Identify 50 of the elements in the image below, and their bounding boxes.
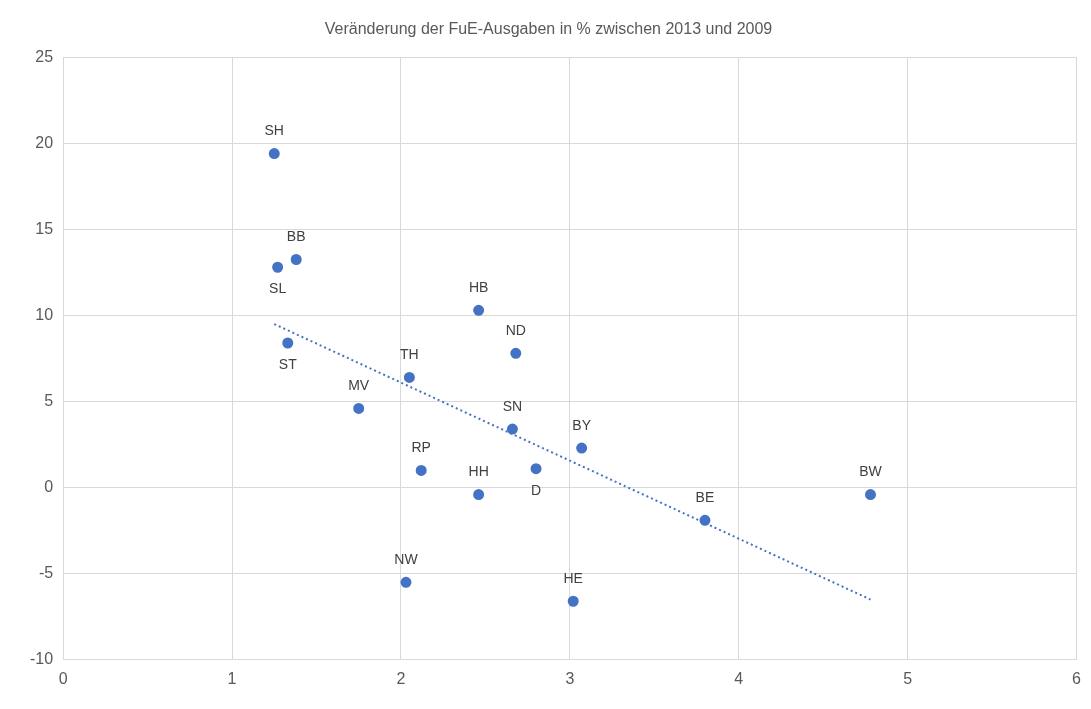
point bbox=[473, 489, 485, 501]
point bbox=[290, 254, 302, 265]
annotation: SH bbox=[264, 122, 284, 139]
annotation: HE bbox=[563, 570, 583, 587]
point bbox=[282, 337, 294, 349]
x-tick-label: 1 bbox=[227, 669, 237, 687]
y-tick-label: 15 bbox=[35, 219, 54, 237]
point bbox=[353, 402, 365, 414]
annotation: SL bbox=[269, 280, 287, 297]
x-tick-label: 5 bbox=[903, 669, 913, 687]
chart-title: Veränderung der FuE-Ausgaben in % zwischen 2013 und 2009 bbox=[324, 20, 773, 38]
point bbox=[415, 464, 427, 476]
y-tick-label: 20 bbox=[35, 133, 54, 151]
point bbox=[272, 261, 284, 273]
y-tick-label: -5 bbox=[38, 564, 54, 582]
annotation: TH bbox=[400, 346, 419, 363]
annotation: RP bbox=[411, 439, 431, 456]
annotation: D bbox=[530, 481, 542, 498]
point bbox=[268, 148, 280, 160]
x-tick-label: 0 bbox=[58, 669, 68, 687]
annotation: HB bbox=[468, 279, 489, 296]
point bbox=[567, 595, 579, 607]
y-tick-label: 25 bbox=[35, 47, 54, 65]
annotation: BB bbox=[286, 228, 306, 245]
point bbox=[699, 514, 711, 526]
annotation: ND bbox=[505, 322, 526, 339]
x-tick-label: 2 bbox=[396, 669, 406, 687]
y-tick-label: 0 bbox=[44, 478, 54, 496]
x-tick-label: 6 bbox=[1072, 669, 1082, 687]
annotation: BY bbox=[572, 416, 592, 433]
point bbox=[576, 442, 588, 454]
x-tick-label: 4 bbox=[734, 669, 744, 687]
point bbox=[530, 463, 542, 475]
annotation: MV bbox=[348, 377, 370, 394]
annotation: ST bbox=[278, 355, 298, 372]
annotation: NW bbox=[394, 551, 419, 568]
annotation: BE bbox=[695, 489, 715, 506]
y-tick-label: -10 bbox=[30, 650, 54, 668]
point bbox=[864, 489, 876, 501]
point bbox=[510, 347, 522, 359]
point bbox=[506, 423, 518, 435]
point bbox=[400, 576, 412, 588]
annotation: HH bbox=[468, 463, 489, 480]
y-tick-label: 5 bbox=[44, 391, 54, 409]
annotation: SN bbox=[502, 397, 523, 414]
annotation: BW bbox=[859, 463, 883, 480]
point bbox=[403, 371, 415, 383]
y-tick-label: 10 bbox=[35, 305, 54, 323]
point bbox=[473, 304, 485, 316]
x-tick-label: 3 bbox=[565, 669, 575, 687]
